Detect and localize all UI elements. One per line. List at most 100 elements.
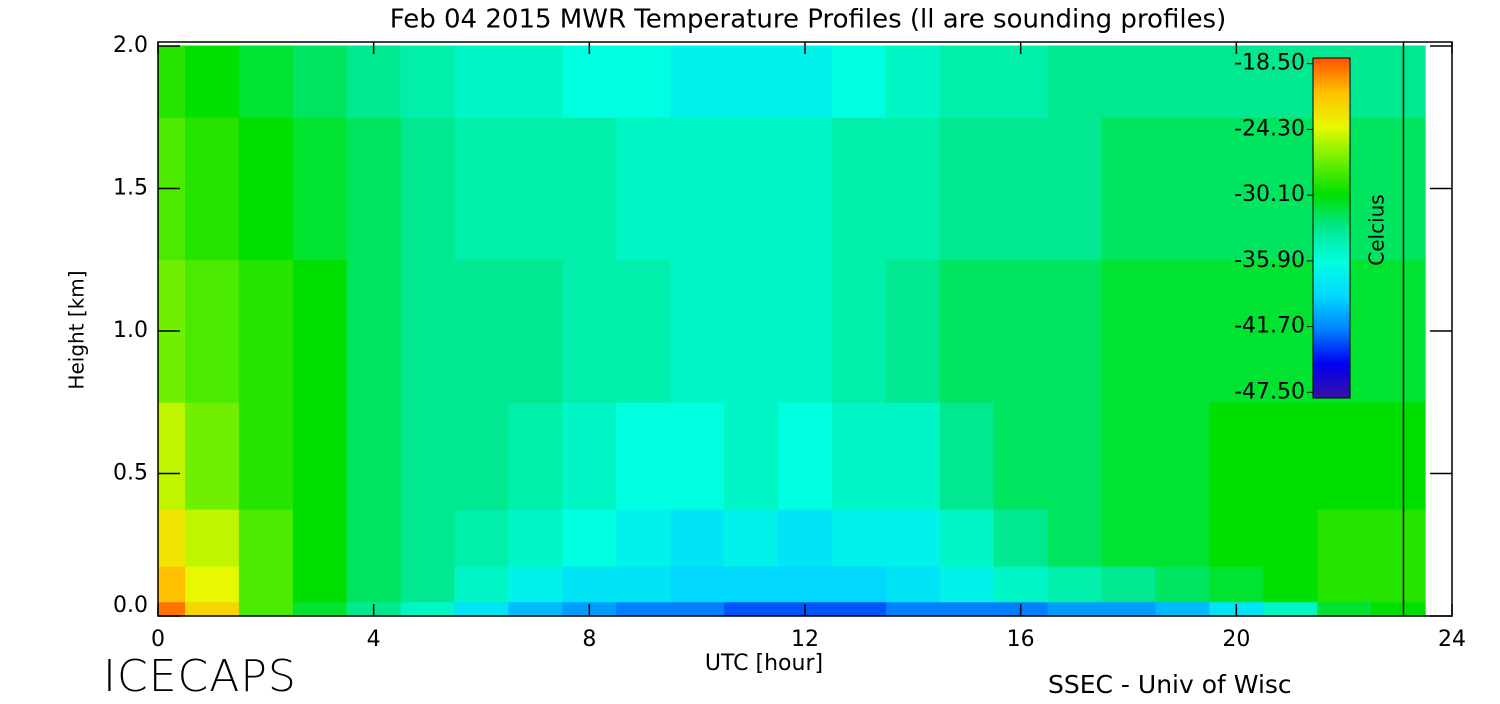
heat-cell — [1155, 401, 1210, 510]
heat-cell — [939, 116, 995, 261]
y-tick-label: 2.0 — [113, 33, 148, 58]
heat-cell — [616, 45, 671, 118]
heat-cell — [292, 259, 348, 403]
y-tick-label: 1.5 — [113, 176, 148, 201]
colorbar-tick-label: -24.30 — [1234, 116, 1305, 141]
heat-cell — [670, 401, 725, 510]
heat-cell — [670, 601, 725, 616]
heat-cell — [939, 259, 995, 403]
heat-cell — [1371, 45, 1426, 118]
heat-cell — [508, 565, 563, 603]
y-axis-label: Height [km] — [65, 270, 89, 389]
heat-cell — [158, 565, 186, 603]
heat-cell — [184, 45, 240, 118]
heat-cell — [346, 45, 402, 118]
heat-cell — [1047, 565, 1103, 603]
heat-cell — [400, 601, 456, 616]
heat-cell — [400, 401, 456, 510]
x-tick-label: 20 — [1222, 627, 1250, 652]
heat-cell — [292, 45, 348, 118]
colorbar — [1312, 57, 1351, 399]
heat-cell — [1317, 565, 1372, 603]
heat-cell — [778, 116, 833, 261]
colorbar-label: Celcius — [1365, 194, 1389, 265]
heat-cell — [508, 508, 563, 567]
heat-cell — [562, 259, 617, 403]
heat-cell — [724, 508, 779, 567]
heat-cell — [1155, 259, 1210, 403]
heat-cell — [885, 565, 941, 603]
heat-cell — [454, 565, 510, 603]
heat-cell — [346, 508, 402, 567]
colorbar-tick-label: -35.90 — [1234, 248, 1305, 273]
heat-cell — [346, 116, 402, 261]
heat-cell — [778, 508, 833, 567]
heat-cell — [670, 45, 725, 118]
heat-cell — [562, 116, 617, 261]
heat-cell — [993, 565, 1049, 603]
heat-cell — [184, 401, 240, 510]
heat-cell — [1155, 45, 1210, 118]
heat-cell — [670, 259, 725, 403]
heat-cell — [670, 565, 725, 603]
heat-cell — [616, 116, 671, 261]
heat-cell — [292, 401, 348, 510]
heat-cell — [400, 45, 456, 118]
heat-cell — [993, 508, 1049, 567]
colorbar-tick-label: -30.10 — [1234, 182, 1305, 207]
heat-cell — [1047, 401, 1103, 510]
heat-cell — [724, 565, 779, 603]
heat-cell — [885, 259, 941, 403]
heat-cell — [1155, 508, 1210, 567]
heat-cell — [454, 116, 510, 261]
heat-cell — [1317, 601, 1372, 616]
footer-left: ICECAPS — [103, 651, 297, 700]
heat-cell — [400, 565, 456, 603]
heat-cell — [939, 565, 995, 603]
heat-cell — [158, 401, 186, 510]
heat-cell — [158, 508, 186, 567]
heat-cell — [292, 116, 348, 261]
heat-cell — [454, 259, 510, 403]
heat-cell — [508, 116, 563, 261]
heat-cell — [184, 259, 240, 403]
heat-cell — [1047, 116, 1103, 261]
heat-cell — [1263, 601, 1318, 616]
heat-cell — [885, 45, 941, 118]
x-tick-label: 24 — [1438, 627, 1466, 652]
heat-cell — [1263, 45, 1318, 118]
heat-cell — [454, 401, 510, 510]
heat-cell — [1209, 259, 1264, 403]
heat-cell — [831, 401, 887, 510]
heat-cell — [1263, 116, 1318, 261]
heat-cell — [346, 565, 402, 603]
heat-cell — [1155, 565, 1210, 603]
heat-cell — [1047, 508, 1103, 567]
heat-cell — [724, 45, 779, 118]
heat-cell — [616, 601, 671, 616]
heat-cell — [1047, 259, 1103, 403]
heat-cell — [346, 401, 402, 510]
heat-cell — [670, 508, 725, 567]
heat-cell — [400, 508, 456, 567]
heat-cell — [238, 401, 294, 510]
heat-cell — [184, 508, 240, 567]
heat-cell — [939, 601, 995, 616]
heat-cell — [885, 116, 941, 261]
heat-cell — [454, 45, 510, 118]
heat-cell — [939, 508, 995, 567]
heat-cell — [400, 259, 456, 403]
heat-cell — [508, 45, 563, 118]
heat-cell — [346, 259, 402, 403]
heat-cell — [292, 601, 348, 616]
heat-cell — [616, 565, 671, 603]
heat-cell — [454, 601, 510, 616]
heat-cell — [1155, 116, 1210, 261]
heat-cell — [1317, 401, 1372, 510]
heat-cell — [292, 508, 348, 567]
heat-cell — [724, 116, 779, 261]
x-tick-label: 0 — [151, 627, 165, 652]
heat-cell — [616, 508, 671, 567]
heat-cell — [562, 401, 617, 510]
heat-cell — [831, 565, 887, 603]
